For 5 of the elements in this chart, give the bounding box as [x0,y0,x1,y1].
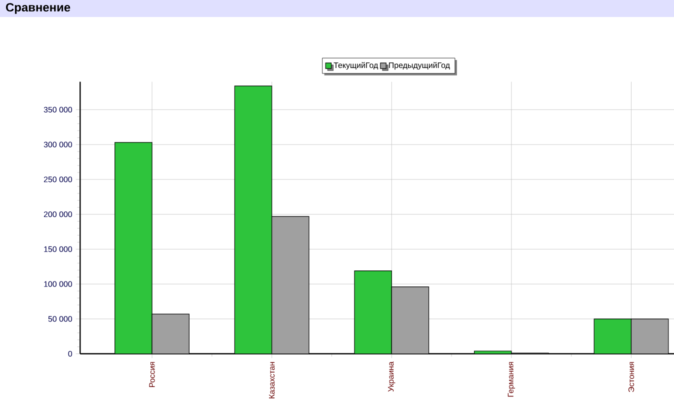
bar [272,216,310,354]
bar [630,318,669,354]
bar [391,286,430,354]
chart-title: Сравнение [6,3,70,14]
bar [152,314,190,354]
